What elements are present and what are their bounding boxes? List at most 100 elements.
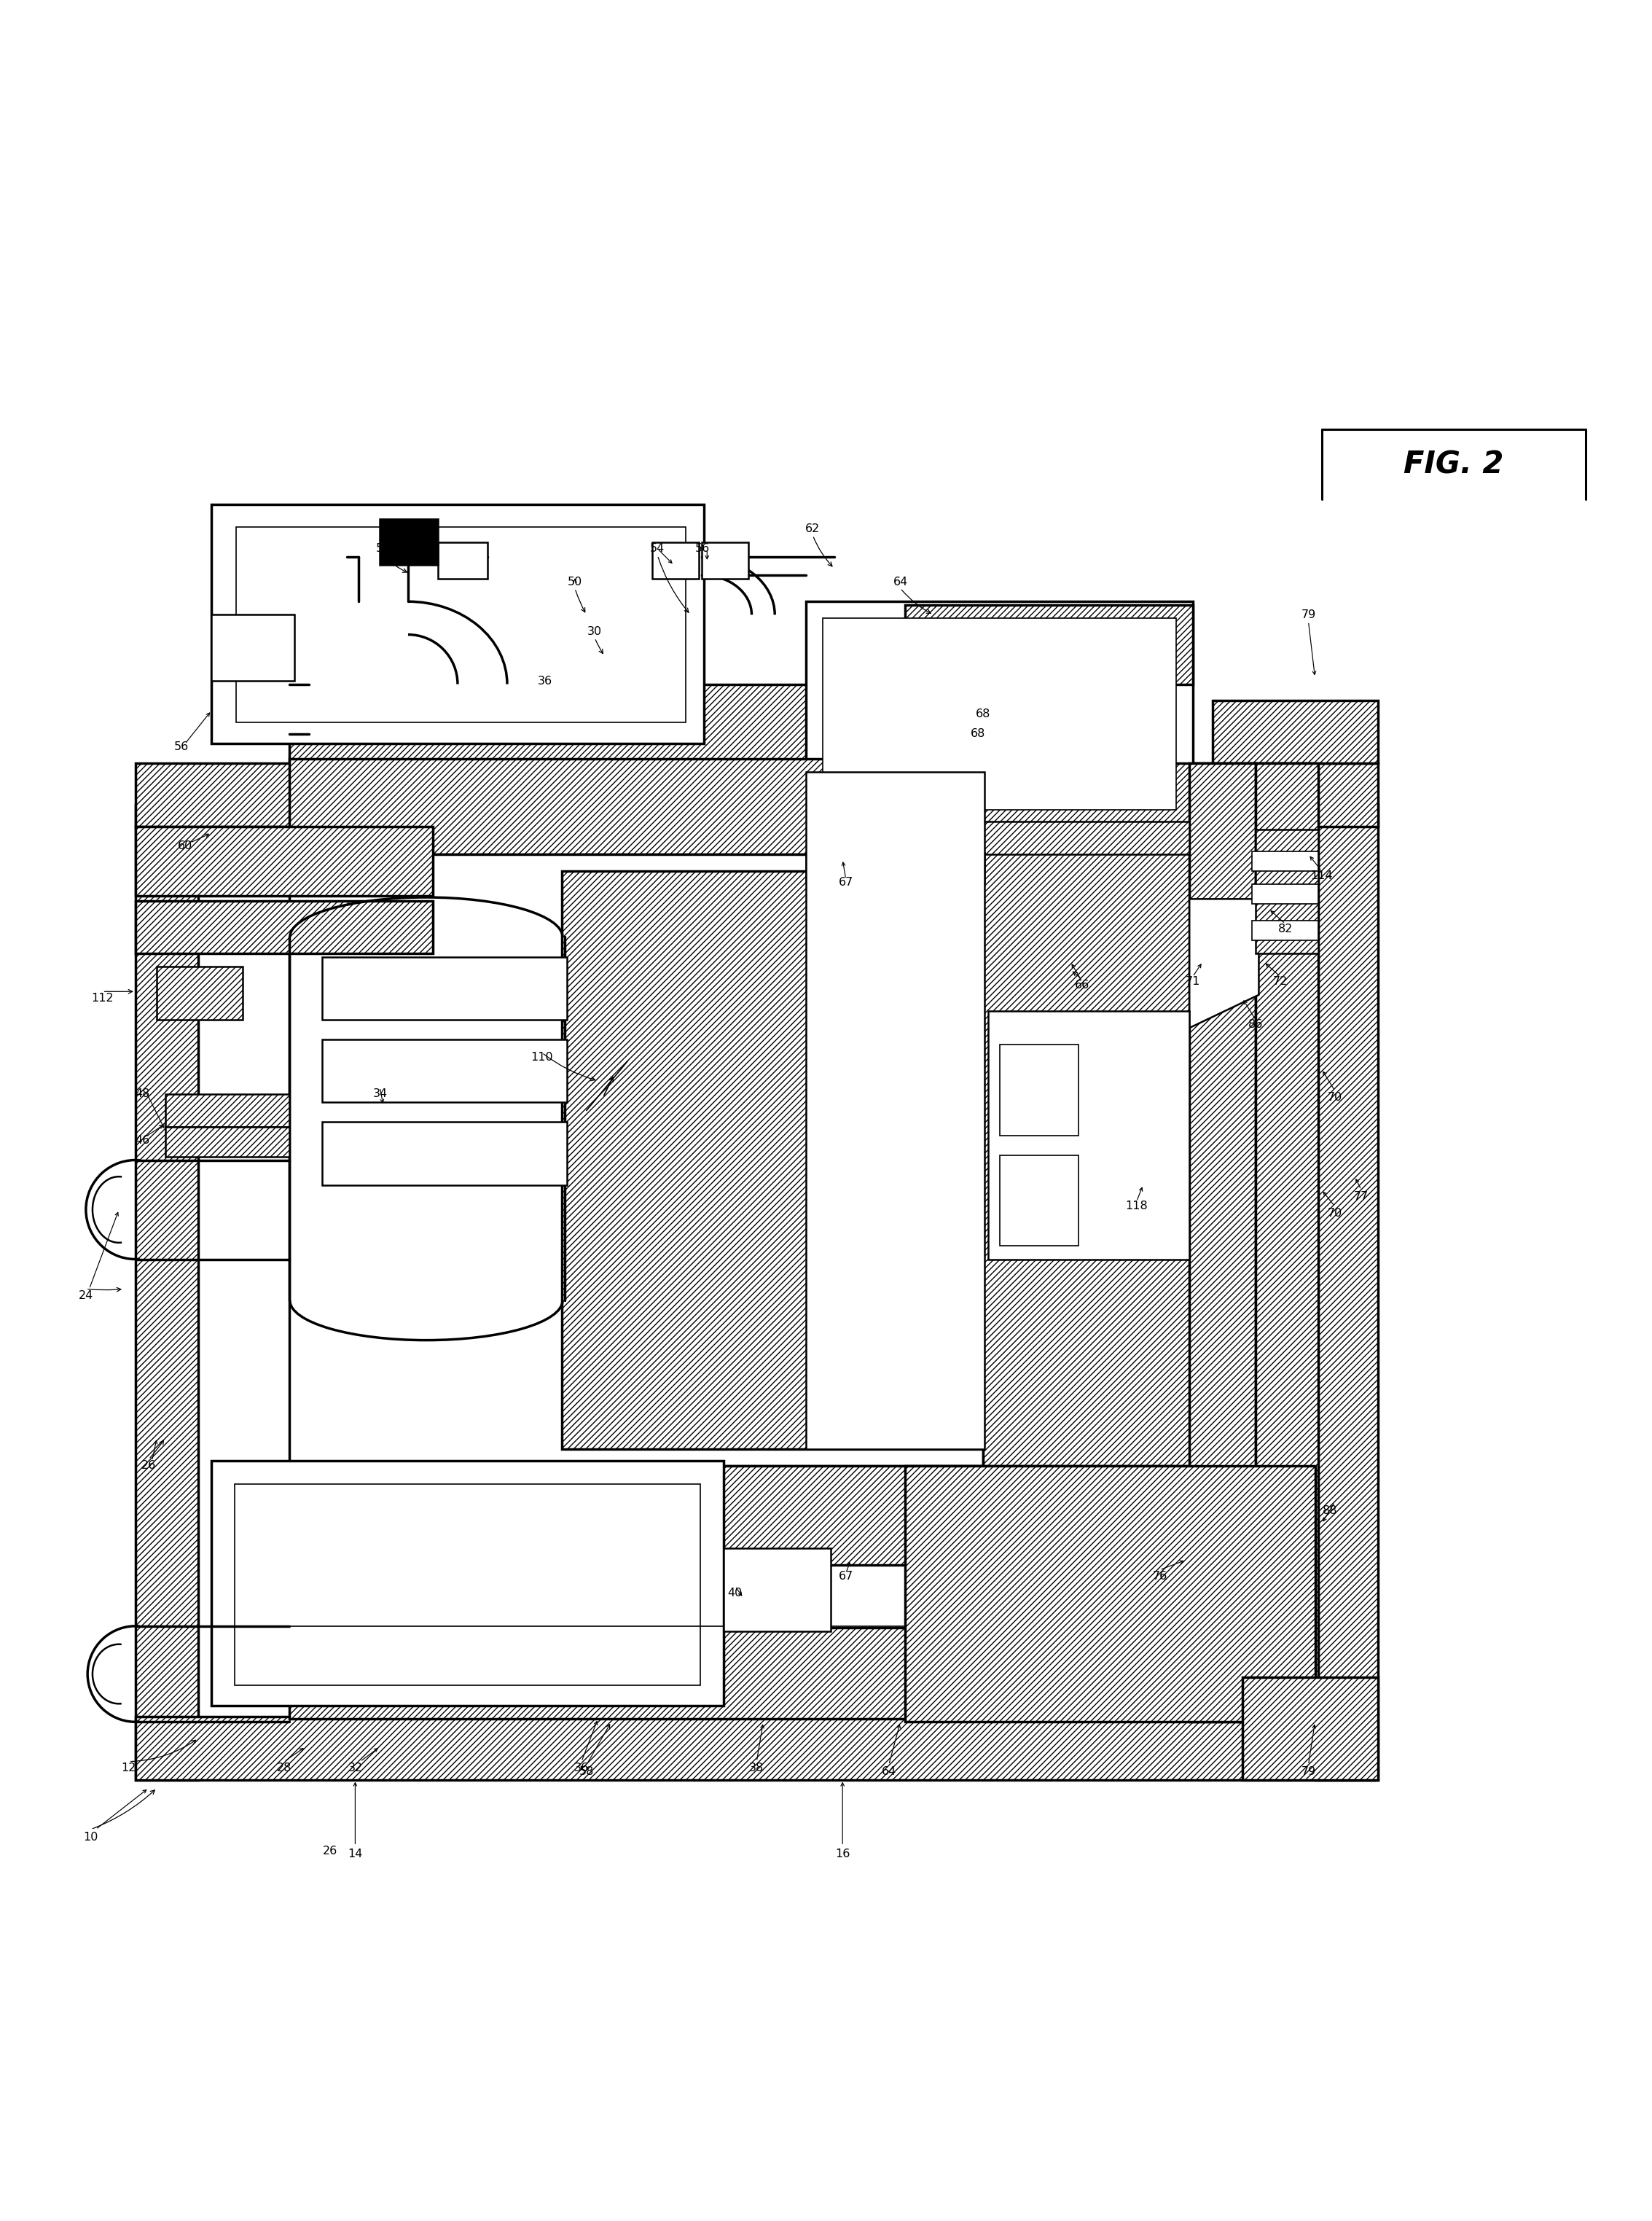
Bar bbox=[1120, 1133, 1189, 1224]
Bar bbox=[135, 1717, 1374, 1779]
Text: 72: 72 bbox=[1274, 977, 1287, 986]
Bar bbox=[380, 520, 438, 564]
Text: 77: 77 bbox=[1355, 1190, 1368, 1202]
Bar bbox=[653, 542, 699, 577]
Text: 58: 58 bbox=[580, 1766, 593, 1777]
Bar bbox=[322, 957, 567, 1019]
Bar bbox=[223, 515, 694, 733]
Text: 32: 32 bbox=[349, 1763, 362, 1775]
Bar bbox=[211, 615, 294, 682]
Bar bbox=[135, 764, 1193, 826]
Text: 67: 67 bbox=[839, 877, 852, 888]
Text: 70: 70 bbox=[1328, 1208, 1341, 1219]
Bar bbox=[157, 966, 243, 1019]
Bar bbox=[1189, 764, 1256, 1721]
Text: 54: 54 bbox=[651, 544, 664, 553]
Text: 66: 66 bbox=[1075, 979, 1089, 991]
Text: 79: 79 bbox=[1302, 1766, 1315, 1777]
Bar bbox=[806, 602, 1193, 826]
Text: 64: 64 bbox=[894, 575, 907, 586]
Text: FIG. 2: FIG. 2 bbox=[1404, 449, 1503, 480]
Bar bbox=[999, 1155, 1079, 1246]
Text: 14: 14 bbox=[349, 1848, 362, 1859]
Text: 10: 10 bbox=[84, 1832, 97, 1843]
Bar bbox=[562, 871, 983, 1450]
Bar bbox=[165, 1095, 289, 1126]
Bar bbox=[165, 1126, 289, 1157]
Bar bbox=[135, 826, 433, 895]
Bar bbox=[1315, 804, 1378, 1779]
Text: 64: 64 bbox=[882, 1766, 895, 1777]
Bar bbox=[653, 542, 699, 577]
Text: 36: 36 bbox=[539, 675, 552, 686]
Bar bbox=[235, 1484, 700, 1686]
Bar bbox=[702, 542, 748, 577]
Bar bbox=[823, 617, 1176, 811]
Polygon shape bbox=[1193, 902, 1256, 1024]
Text: 38: 38 bbox=[750, 1763, 763, 1775]
Bar bbox=[1252, 851, 1318, 871]
Bar bbox=[236, 526, 686, 722]
Bar bbox=[1256, 764, 1318, 1721]
Bar bbox=[289, 855, 983, 1466]
Bar bbox=[322, 1039, 567, 1102]
Bar bbox=[438, 542, 487, 577]
Text: 52: 52 bbox=[377, 544, 390, 553]
Text: 40: 40 bbox=[729, 1588, 742, 1599]
Bar bbox=[724, 1548, 831, 1630]
Text: 46: 46 bbox=[135, 1135, 149, 1146]
Bar bbox=[1242, 1677, 1378, 1779]
Text: 86: 86 bbox=[1249, 1019, 1262, 1031]
Bar bbox=[135, 902, 433, 953]
Text: 76: 76 bbox=[1153, 1570, 1166, 1581]
Text: 71: 71 bbox=[1186, 977, 1199, 986]
Bar bbox=[983, 764, 1313, 1466]
Bar bbox=[135, 804, 198, 1779]
Text: 60: 60 bbox=[178, 840, 192, 851]
Text: 79: 79 bbox=[1302, 609, 1315, 620]
Text: 70: 70 bbox=[1328, 1093, 1341, 1104]
Text: 12: 12 bbox=[122, 1763, 135, 1775]
Text: 26: 26 bbox=[142, 1461, 155, 1470]
Bar bbox=[289, 1628, 983, 1719]
Bar bbox=[289, 1466, 983, 1566]
Bar bbox=[211, 615, 294, 682]
Bar bbox=[999, 1044, 1079, 1135]
Bar bbox=[487, 597, 702, 684]
Text: 50: 50 bbox=[568, 575, 582, 586]
Text: 110: 110 bbox=[530, 1053, 553, 1064]
Text: 67: 67 bbox=[839, 1570, 852, 1581]
Bar bbox=[806, 853, 985, 882]
Bar bbox=[223, 1470, 715, 1695]
Text: 82: 82 bbox=[1279, 924, 1292, 935]
Bar bbox=[289, 760, 983, 855]
Bar bbox=[983, 822, 1189, 855]
Bar bbox=[211, 1461, 724, 1706]
Bar bbox=[438, 542, 487, 577]
Text: 112: 112 bbox=[91, 993, 114, 1004]
Bar bbox=[905, 1466, 1315, 1721]
Bar bbox=[322, 1122, 567, 1184]
Bar bbox=[1252, 884, 1318, 904]
Bar bbox=[806, 771, 985, 1450]
Text: 30: 30 bbox=[588, 626, 601, 637]
Text: 114: 114 bbox=[1310, 871, 1333, 882]
Text: 88: 88 bbox=[1322, 1506, 1338, 1517]
Text: 48: 48 bbox=[135, 1088, 149, 1099]
Text: 62: 62 bbox=[806, 524, 819, 535]
Text: 56: 56 bbox=[175, 742, 188, 753]
Text: 26: 26 bbox=[324, 1846, 337, 1857]
Text: 68: 68 bbox=[976, 708, 990, 720]
Text: 16: 16 bbox=[836, 1848, 849, 1859]
Bar bbox=[1256, 831, 1318, 953]
Text: 68: 68 bbox=[971, 728, 985, 740]
Bar bbox=[1252, 919, 1318, 939]
Text: 28: 28 bbox=[278, 1763, 291, 1775]
Text: 118: 118 bbox=[1125, 1202, 1148, 1213]
Bar bbox=[988, 1011, 1189, 1259]
Bar bbox=[1193, 764, 1378, 826]
Text: 24: 24 bbox=[79, 1290, 93, 1302]
Polygon shape bbox=[1189, 900, 1259, 1028]
Text: 36: 36 bbox=[575, 1763, 588, 1775]
Bar bbox=[905, 604, 1193, 684]
